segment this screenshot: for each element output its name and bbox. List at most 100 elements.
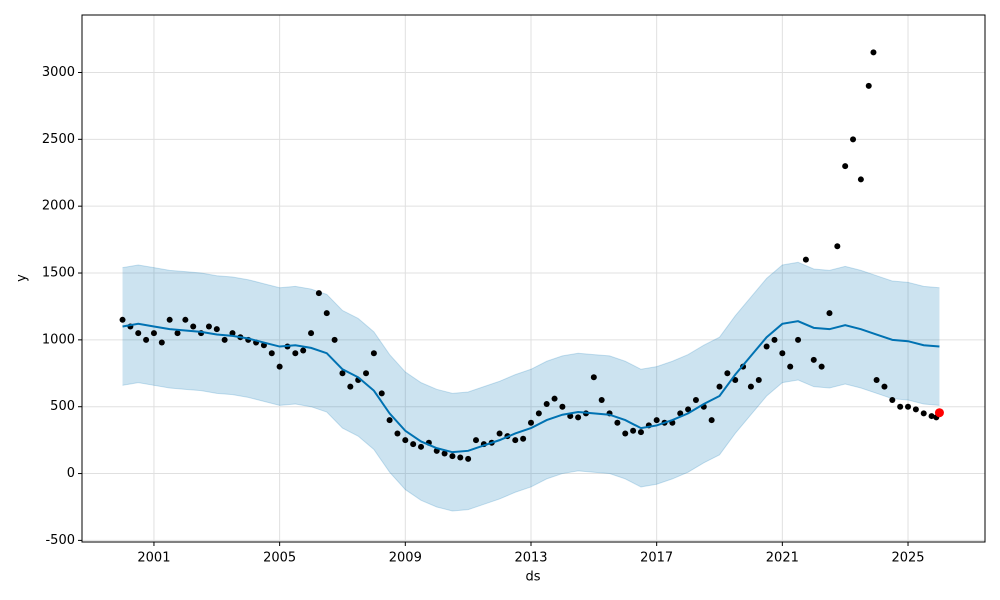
observed-point (905, 403, 912, 410)
observed-point (441, 450, 448, 457)
observed-point (920, 410, 927, 417)
observed-point (308, 330, 315, 337)
forecast-line (122, 320, 940, 454)
observed-point (410, 441, 417, 448)
x-tick-label: 2021 (766, 551, 799, 566)
observed-point (213, 326, 220, 333)
observed-point (826, 310, 833, 317)
y-tick-label: 3000 (42, 65, 75, 80)
observed-point (551, 395, 558, 402)
observed-point (653, 417, 660, 424)
observed-point (158, 339, 165, 346)
observed-point (276, 363, 283, 370)
plot-frame (81, 14, 986, 543)
observed-point (386, 417, 393, 424)
observed-point (520, 435, 527, 442)
observed-point (850, 136, 857, 143)
observed-point (732, 376, 739, 383)
observed-point (496, 430, 503, 437)
x-tick-label: 2013 (514, 551, 547, 566)
observed-point (724, 370, 731, 377)
y-axis-label: y (15, 274, 30, 282)
observed-point (229, 330, 236, 337)
observed-point (378, 390, 385, 397)
observed-point (614, 419, 621, 426)
band-edge (122, 379, 940, 512)
x-tick-label: 2005 (263, 551, 296, 566)
observed-point (747, 383, 754, 390)
observed-point (150, 330, 157, 337)
x-tick-label: 2025 (891, 551, 924, 566)
observed-point (182, 316, 189, 323)
observed-point (795, 336, 802, 343)
band-edge (122, 261, 940, 394)
observed-point (889, 397, 896, 404)
highlight-point (934, 408, 944, 418)
observed-point (465, 455, 472, 462)
observed-point (685, 406, 692, 413)
observed-point (418, 443, 425, 450)
observed-point (315, 290, 322, 297)
y-tick-label: -500 (45, 533, 75, 548)
observed-point (802, 256, 809, 263)
observed-point (755, 376, 762, 383)
observed-point (763, 343, 770, 350)
observed-point (166, 316, 173, 323)
observed-point (716, 383, 723, 390)
observed-point (190, 323, 197, 330)
observed-point (708, 417, 715, 424)
observed-point (598, 397, 605, 404)
observed-point (527, 419, 534, 426)
x-axis-label: ds (525, 570, 540, 585)
observed-point (575, 414, 582, 421)
observed-point (512, 437, 519, 444)
observed-point (834, 243, 841, 250)
observed-point (449, 453, 456, 460)
observed-point (928, 413, 935, 420)
observed-point (221, 336, 228, 343)
observed-point (292, 350, 299, 357)
y-tick-label: 0 (67, 466, 75, 481)
observed-point (857, 176, 864, 183)
observed-point (535, 410, 542, 417)
x-tick-label: 2001 (137, 551, 170, 566)
observed-point (881, 383, 888, 390)
observed-point (143, 336, 150, 343)
y-tick-label: 500 (50, 399, 75, 414)
observed-point (543, 401, 550, 408)
observed-point (637, 429, 644, 436)
observed-point (622, 430, 629, 437)
observed-point (347, 383, 354, 390)
observed-point (339, 370, 346, 377)
observed-point (842, 163, 849, 170)
observed-point (677, 410, 684, 417)
uncertainty-band (122, 262, 940, 511)
observed-point (402, 437, 409, 444)
observed-point (363, 370, 370, 377)
observed-point (174, 330, 181, 337)
observed-point (692, 397, 699, 404)
x-tick-label: 2009 (389, 551, 422, 566)
observed-point (912, 406, 919, 413)
observed-point (119, 316, 126, 323)
observed-point (771, 336, 778, 343)
y-tick-label: 2500 (42, 132, 75, 147)
observed-point (787, 363, 794, 370)
observed-point (135, 330, 142, 337)
observed-point (559, 403, 566, 410)
observed-point (870, 49, 877, 56)
y-tick-label: 2000 (42, 199, 75, 214)
observed-point (205, 323, 212, 330)
observed-point (590, 374, 597, 381)
observed-point (370, 350, 377, 357)
observed-point (394, 430, 401, 437)
observed-point (323, 310, 330, 317)
observed-point (331, 336, 338, 343)
observed-point (865, 82, 872, 89)
x-tick-label: 2017 (640, 551, 673, 566)
observed-point (473, 437, 480, 444)
observed-point (268, 350, 275, 357)
observed-point (457, 454, 464, 461)
y-tick-label: 1500 (42, 266, 75, 281)
